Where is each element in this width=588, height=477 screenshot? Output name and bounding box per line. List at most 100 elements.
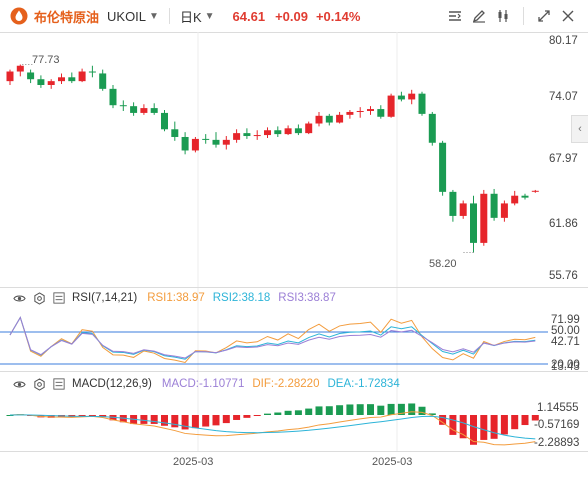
macd-bar <box>150 415 158 424</box>
macd-bar <box>387 403 395 415</box>
chevron-down-icon[interactable]: ▼ <box>149 10 159 22</box>
macd-bar <box>284 410 292 415</box>
pencil-icon[interactable] <box>469 6 489 26</box>
chevron-down-icon[interactable]: ▼ <box>204 10 215 22</box>
menu-icon[interactable] <box>52 377 66 391</box>
candle-body <box>356 110 364 112</box>
candle-body <box>274 130 282 135</box>
candle-body <box>387 95 395 117</box>
dif-value: DIF:-2.28220 <box>252 378 320 390</box>
macd-bar <box>191 415 199 429</box>
candle-body <box>336 114 344 123</box>
candle-body <box>78 71 86 82</box>
dea-value: DEA:-1.72834 <box>327 378 400 390</box>
line-style-icon[interactable] <box>445 6 465 26</box>
price-axis-label: 55.76 <box>549 270 578 282</box>
macd-bar <box>470 415 477 445</box>
candle-body <box>88 71 96 73</box>
settings-icon[interactable] <box>32 291 46 305</box>
macd-bar <box>222 415 230 424</box>
date-label: 2025-03 <box>173 456 214 468</box>
macd-bar <box>202 415 210 427</box>
candle-body <box>408 93 416 100</box>
rsi1-value: RSI1:38.97 <box>147 292 205 304</box>
candle-body <box>490 193 498 218</box>
macd-bar <box>531 415 539 421</box>
divider <box>523 7 524 25</box>
rsi-line-1 <box>9 316 536 364</box>
candle-body <box>130 106 138 113</box>
instrument-title: 布伦特原油 <box>34 9 100 25</box>
eye-icon[interactable] <box>12 377 26 391</box>
macd-bar <box>439 415 447 425</box>
candle-body <box>264 130 271 136</box>
dea-line <box>9 414 536 440</box>
macd-axis-label: -2.28893 <box>534 437 580 449</box>
macd-bar <box>161 415 168 426</box>
period-selector[interactable]: 日K <box>179 9 202 25</box>
macd-bar <box>171 415 179 428</box>
settings-icon[interactable] <box>32 377 46 391</box>
macd-bar <box>418 406 426 415</box>
candle-type-icon[interactable] <box>493 6 513 26</box>
macd-bar <box>408 403 416 415</box>
macd-bar <box>99 415 107 417</box>
candle-body <box>47 81 55 85</box>
candle-body <box>315 115 323 124</box>
rsi3-value: RSI3:38.87 <box>278 292 336 304</box>
candle-body <box>119 105 127 107</box>
candle-body <box>294 128 302 134</box>
eye-icon[interactable] <box>12 291 26 305</box>
macd-value: MACD:-1.10771 <box>161 378 245 390</box>
candle-body <box>140 108 148 113</box>
candle-body <box>109 88 117 106</box>
candle-body <box>459 203 467 216</box>
candle-body <box>212 139 220 145</box>
macd-bar <box>511 415 519 430</box>
expand-icon[interactable] <box>534 6 554 26</box>
candle-body <box>233 133 241 140</box>
macd-bar <box>243 415 251 418</box>
macd-axis-label: 1.14555 <box>537 402 579 414</box>
toolbar <box>445 6 578 26</box>
rsi-axis-label: 42.71 <box>551 336 580 348</box>
macd-bar <box>181 415 189 430</box>
candle-body <box>418 93 426 114</box>
candle-body <box>161 112 168 130</box>
symbol-selector[interactable]: UKOIL <box>107 8 147 24</box>
macd-bar <box>428 413 436 415</box>
chevron-left-icon: ‹ <box>578 123 582 135</box>
candle-body <box>27 72 35 80</box>
menu-icon[interactable] <box>52 291 66 305</box>
macd-bar <box>490 415 498 439</box>
candle-body <box>68 77 76 82</box>
collapse-panel-button[interactable]: ‹ <box>571 115 588 143</box>
macd-name: MACD(12,26,9) <box>72 378 152 390</box>
candle-body <box>480 193 488 243</box>
macd-bar <box>140 415 148 424</box>
rsi-axis-label: 13.43 <box>551 361 580 373</box>
candle-body <box>439 142 447 192</box>
macd-bar <box>315 406 323 415</box>
candle-body <box>449 191 457 216</box>
macd-bar <box>47 415 55 418</box>
max-price-label: 77.73 <box>32 54 60 66</box>
candle-body <box>428 113 436 143</box>
candle-body <box>500 203 508 218</box>
candle-body <box>37 79 45 85</box>
price-change-pct: +0.14% <box>315 8 361 24</box>
price-axis-label: 67.97 <box>549 153 578 165</box>
close-icon[interactable] <box>558 6 578 26</box>
candle-body <box>367 109 374 111</box>
macd-legend: MACD(12,26,9) MACD:-1.10771 DIF:-2.28220… <box>12 377 400 391</box>
macd-bar <box>480 415 488 440</box>
rsi-name: RSI(7,14,21) <box>72 292 138 304</box>
candle-body <box>150 108 158 113</box>
macd-bar <box>397 403 405 415</box>
oil-drop-icon <box>10 7 28 25</box>
macd-bar <box>6 415 14 416</box>
candle-body <box>470 203 477 243</box>
price-axis-label: 74.07 <box>549 91 578 103</box>
price-axis-label: 61.86 <box>549 218 578 230</box>
